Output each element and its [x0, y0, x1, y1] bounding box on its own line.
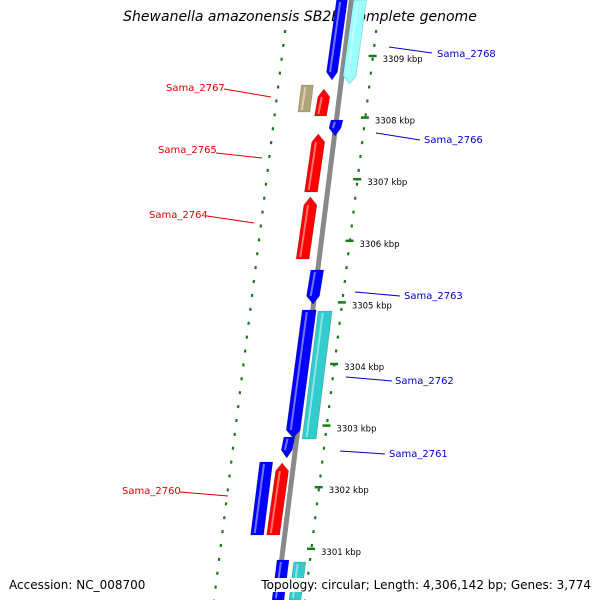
gene-arrow-highlight — [283, 438, 289, 451]
gene-arrow-highlight — [305, 312, 324, 438]
gene-arrow-highlight — [309, 271, 316, 297]
gene-leader-line — [375, 132, 421, 141]
gene-leader-line — [223, 88, 272, 98]
gene-arrow[interactable] — [266, 462, 289, 536]
gene-label[interactable]: Sama_2763 — [404, 291, 463, 302]
gene-arrow-highlight — [346, 1, 359, 77]
gene-arrow[interactable] — [285, 309, 317, 439]
gene-leader-line — [388, 46, 433, 54]
gene-label[interactable]: Sama_2767 — [166, 83, 225, 94]
tick-rail-right — [303, 29, 378, 600]
gene-label[interactable]: Sama_2761 — [389, 449, 448, 460]
gene-arrow-highlight — [289, 311, 308, 431]
gene-leader-line — [206, 215, 255, 224]
gene-label[interactable]: Sama_2765 — [158, 145, 217, 156]
gene-arrow[interactable] — [328, 119, 344, 137]
gene-leader-line — [339, 450, 386, 455]
gene-arrow-highlight — [331, 121, 336, 129]
position-label: 3302 kbp — [329, 486, 369, 496]
gene-arrow[interactable] — [280, 436, 296, 459]
position-label: 3309 kbp — [383, 55, 423, 65]
gene-arrow[interactable] — [295, 196, 318, 260]
map-title: Shewanella amazonensis SB2B, complete ge… — [123, 9, 477, 25]
position-label: 3306 kbp — [360, 240, 400, 250]
gene-arrow-highlight — [317, 96, 323, 115]
gene-arrow-highlight — [307, 141, 317, 191]
position-label: 3305 kbp — [352, 301, 392, 311]
gene-arrow-highlight — [299, 204, 310, 258]
gene-arrow-highlight — [253, 463, 265, 534]
gene-arrow[interactable] — [326, 0, 348, 81]
gene-label[interactable]: Sama_2764 — [149, 210, 208, 221]
gene-leader-line — [345, 376, 393, 382]
position-label: 3301 kbp — [321, 548, 361, 558]
gene-arrow[interactable] — [250, 461, 274, 536]
gene-label[interactable]: Sama_2762 — [395, 376, 454, 387]
position-label: 3307 kbp — [367, 178, 407, 188]
position-label: 3303 kbp — [336, 425, 376, 435]
topology-label: Topology: circular; Length: 4,306,142 bp… — [261, 578, 591, 592]
gene-arrow[interactable] — [314, 88, 331, 117]
gene-arrow[interactable] — [306, 269, 325, 305]
gene-arrow[interactable] — [304, 133, 326, 193]
gene-label[interactable]: Sama_2766 — [424, 135, 483, 146]
gene-arrow-highlight — [329, 1, 342, 73]
position-label: 3304 kbp — [344, 363, 384, 373]
gene-label[interactable]: Sama_2760 — [122, 486, 181, 497]
gene-arrow[interactable] — [297, 84, 314, 113]
gene-label[interactable]: Sama_2768 — [437, 49, 496, 60]
gene-arrow[interactable] — [342, 0, 367, 85]
gene-leader-line — [215, 152, 263, 159]
position-label: 3308 kbp — [375, 117, 415, 127]
accession-label: Accession: NC_008700 — [9, 578, 146, 592]
gene-arrow[interactable] — [301, 310, 333, 440]
gene-arrow-highlight — [300, 86, 307, 111]
gene-arrow-highlight — [269, 470, 281, 534]
gene-leader-line — [354, 291, 401, 297]
gene-leader-line — [179, 491, 229, 497]
tick-rail-left — [212, 29, 287, 600]
